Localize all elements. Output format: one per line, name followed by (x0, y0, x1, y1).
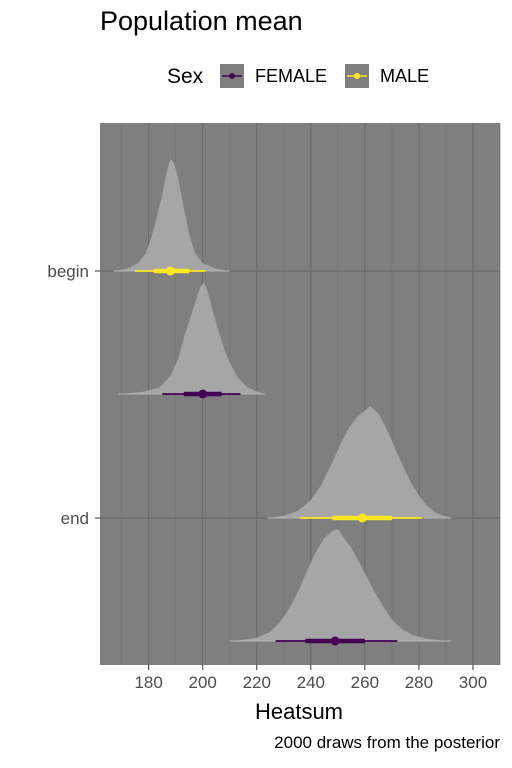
x-tick-label: 260 (351, 673, 379, 692)
x-axis-title: Heatsum (255, 699, 343, 724)
x-tick-label: 240 (297, 673, 325, 692)
median-point-end-female (330, 636, 340, 646)
legend-key-female-point (229, 73, 235, 79)
x-tick-label: 300 (459, 673, 487, 692)
median-point-end-male (357, 513, 367, 523)
median-point-begin-male (165, 266, 175, 276)
median-point-begin-female (198, 389, 208, 399)
legend-label-male: MALE (380, 66, 429, 86)
legend-item-female: FEMALE (220, 64, 327, 88)
x-tick-label: 200 (189, 673, 217, 692)
chart-title: Population mean (100, 6, 303, 36)
x-tick-label: 280 (405, 673, 433, 692)
density-begin-male (113, 159, 230, 271)
legend-label-female: FEMALE (255, 66, 327, 86)
chart-caption: 2000 draws from the posterior (274, 733, 500, 752)
legend-key-male-point (354, 73, 360, 79)
density-end-female (229, 529, 452, 641)
y-tick-label: begin (47, 262, 89, 281)
legend-title: Sex (167, 65, 204, 88)
legend: Sex FEMALE MALE (167, 64, 429, 88)
x-tick-label: 180 (134, 673, 162, 692)
y-tick-label: end (61, 509, 89, 528)
density-end-male (267, 406, 452, 518)
x-tick-label: 220 (243, 673, 271, 692)
plot-area: 180 200 220 240 260 280 300 begin end Heatsum (47, 123, 501, 724)
density-begin-female (118, 282, 265, 394)
legend-item-male: MALE (345, 64, 429, 88)
